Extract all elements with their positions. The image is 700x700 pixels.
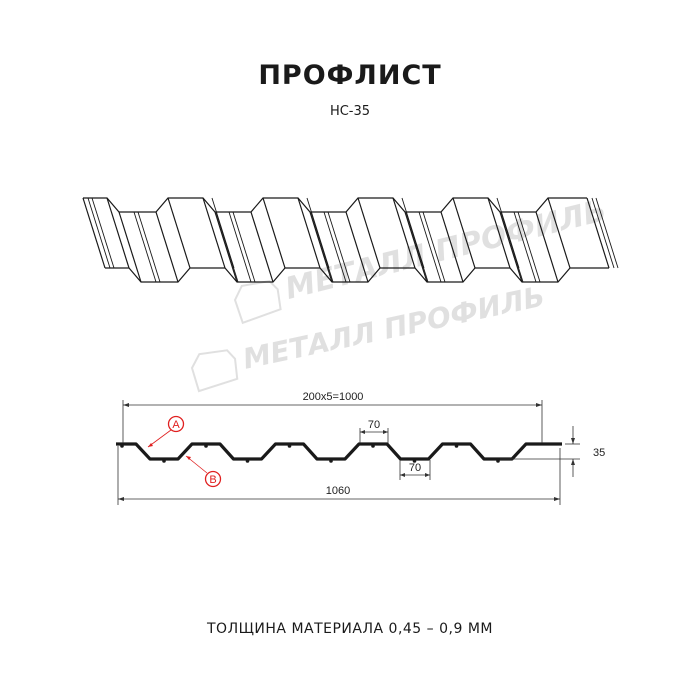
profile-rib xyxy=(496,459,500,463)
sheet-rib-line xyxy=(595,197,619,269)
sheet-fold-line xyxy=(202,197,226,269)
sheet-3d-view xyxy=(82,197,619,283)
sheet-fold-line xyxy=(214,211,238,283)
dim-pitch-total: 200x5=1000 xyxy=(303,391,364,403)
marker-a: A xyxy=(147,415,185,448)
profile-rib xyxy=(245,459,250,463)
sheet-rib-line xyxy=(517,211,541,283)
profile-rib xyxy=(371,444,375,448)
sheet-cross-section xyxy=(116,442,562,463)
watermark-logo-mark xyxy=(233,280,282,325)
sheet-fold-line xyxy=(499,211,523,283)
sheet-fold-line xyxy=(309,211,333,283)
sheet-rib-line xyxy=(500,211,524,283)
sheet-rib-line xyxy=(232,211,256,283)
sheet-rib-line xyxy=(133,211,157,283)
sheet-rib-line xyxy=(327,211,351,283)
profile-rib xyxy=(162,459,166,463)
dim-top-flat: 70 xyxy=(368,419,380,431)
material-thickness: ТОЛЩИНА МАТЕРИАЛА 0,45 – 0,9 ММ xyxy=(207,621,493,637)
sheet-fold-line xyxy=(82,197,106,269)
sheet-fold-line xyxy=(440,211,464,283)
profile-rib xyxy=(454,444,459,448)
sheet-fold-line xyxy=(297,197,321,269)
sheet-rib-line xyxy=(323,211,347,283)
sheet-top-edge xyxy=(83,197,587,213)
sheet-fold-line xyxy=(547,197,571,269)
page-title: ПРОФЛИСТ xyxy=(258,60,442,91)
sheet-rib-line xyxy=(418,211,442,283)
watermark-logo: МЕТАЛЛ ПРОФИЛЬ МЕТАЛЛ ПРОФИЛЬ xyxy=(190,193,610,393)
watermark-logo-mark xyxy=(190,349,239,393)
sheet-fold-line xyxy=(357,197,381,269)
sheet-fold-line xyxy=(586,197,610,269)
sheet-rib-line xyxy=(137,211,161,283)
marker-a-label: A xyxy=(172,419,180,431)
dim-full-width: 1060 xyxy=(326,485,350,497)
sheet-fold-line xyxy=(262,197,286,269)
sheet-rib-line xyxy=(91,197,115,269)
sheet-fold-line xyxy=(167,197,191,269)
sheet-fold-line xyxy=(118,211,142,283)
dimension-arrows xyxy=(118,403,575,501)
watermark-text: МЕТАЛЛ ПРОФИЛЬ xyxy=(282,193,610,307)
profile-line xyxy=(116,442,562,461)
profile-rib xyxy=(204,444,208,448)
dim-height: 35 xyxy=(593,447,605,459)
sheet-rib-line xyxy=(215,211,239,283)
dim-bottom-flat: 70 xyxy=(409,462,421,474)
sheet-rib-line xyxy=(228,211,252,283)
sheet-fold-line xyxy=(452,197,476,269)
sheet-fold-line xyxy=(392,197,416,269)
profile-rib xyxy=(120,444,124,448)
marker-b: B xyxy=(185,455,222,488)
profile-model: НС-35 xyxy=(329,104,371,119)
sheet-rib-line xyxy=(310,211,334,283)
sheet-fold-line xyxy=(404,211,428,283)
sheet-fold-line xyxy=(155,211,179,283)
marker-b-label: B xyxy=(209,474,216,486)
sheet-rib-line xyxy=(591,197,615,269)
profile-rib xyxy=(329,459,333,463)
sheet-rib-line xyxy=(422,211,446,283)
sheet-rib-line xyxy=(87,197,111,269)
sheet-fold-line xyxy=(250,211,274,283)
sheet-fold-line xyxy=(535,211,559,283)
sheet-fold-line xyxy=(487,197,511,269)
sheet-rib-line xyxy=(513,211,537,283)
sheet-rib-line xyxy=(405,211,429,283)
profile-rib xyxy=(412,459,417,463)
sheet-fold-line xyxy=(345,211,369,283)
sheet-fold-line xyxy=(106,197,130,269)
profile-rib xyxy=(287,444,292,448)
